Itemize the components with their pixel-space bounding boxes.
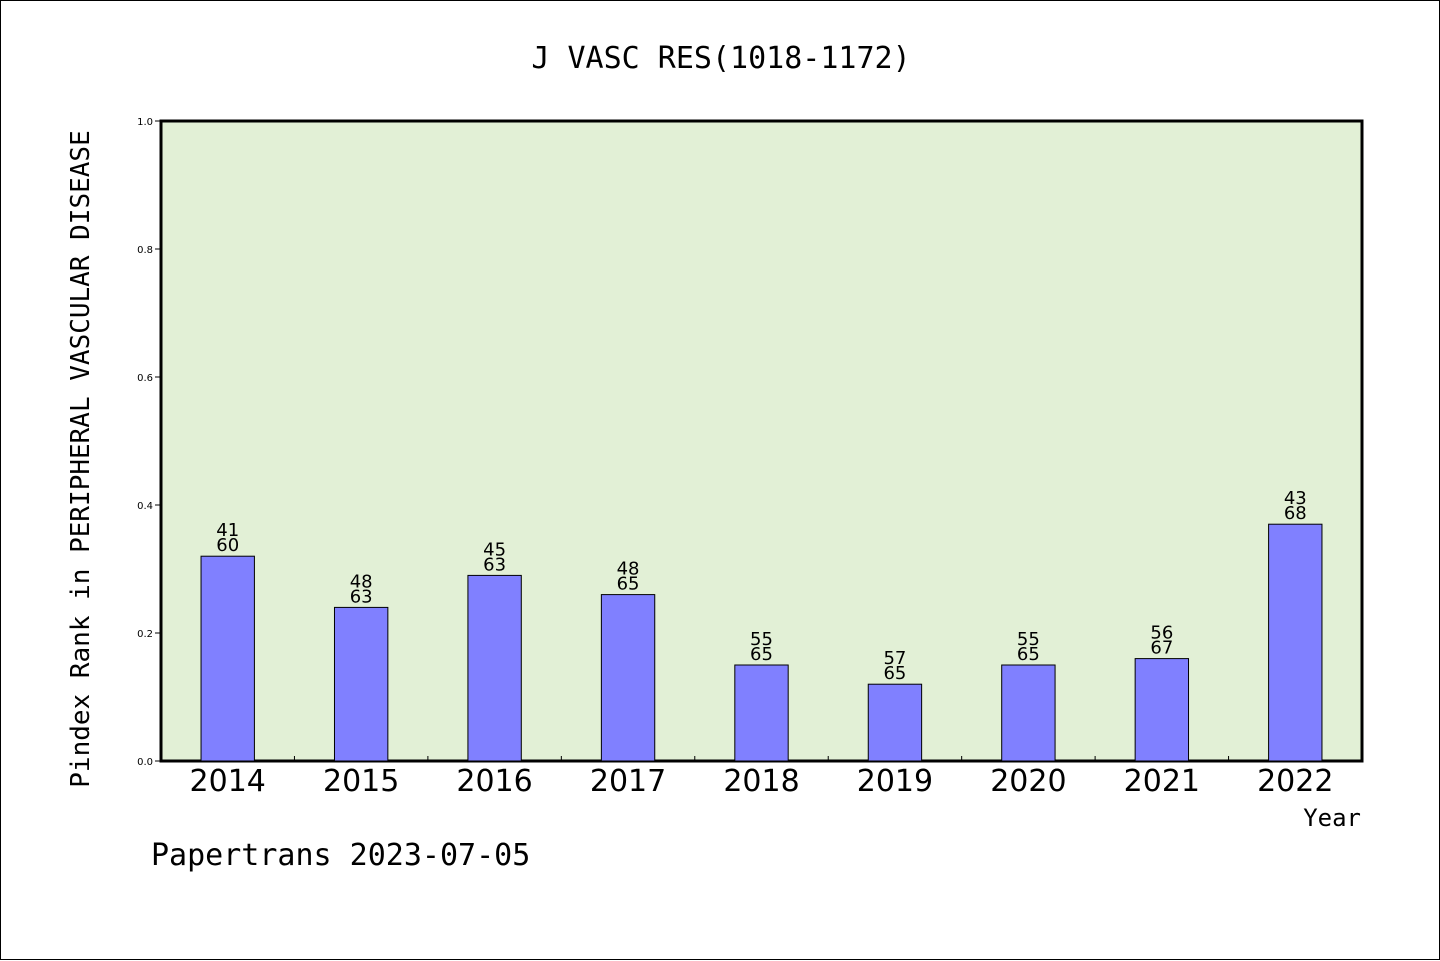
bar-2020 (1001, 664, 1056, 762)
y-axis-ticks: 0.0 0.2 0.4 0.6 0.8 1.0 (137, 117, 161, 768)
data-label-top: 55 (750, 629, 773, 650)
data-label-top: 43 (1284, 488, 1307, 509)
footer-text: Papertrans 2023-07-05 (151, 838, 530, 873)
data-label-bottom: 67 (1150, 638, 1173, 659)
data-label-bottom: 60 (216, 535, 239, 556)
data-label-bottom: 65 (1017, 644, 1040, 665)
data-label-top: 48 (617, 559, 640, 580)
data-label-bottom: 68 (1284, 503, 1307, 524)
chart-title: J VASC RES(1018-1172) (531, 41, 910, 76)
y-tick-label: 0.6 (137, 373, 153, 384)
bar-2019 (867, 683, 923, 762)
data-label-top: 55 (1017, 629, 1040, 650)
bar-2018 (734, 664, 789, 762)
bar-2014 (200, 555, 255, 762)
y-tick-label: 0.8 (137, 245, 153, 256)
x-tick-label: 2015 (323, 764, 399, 799)
x-axis-label: Year (1303, 804, 1361, 832)
y-axis-label: Pindex Rank in PERIPHERAL VASCULAR DISEA… (66, 130, 96, 787)
bars (200, 523, 1323, 762)
y-tick-label: 0.2 (137, 629, 153, 640)
x-tick-label: 2020 (990, 764, 1066, 799)
bar-2021 (1134, 658, 1190, 762)
x-axis-ticks: 2014 2015 2016 2017 2018 2019 2020 2021 2022 (190, 756, 1333, 799)
y-tick-label: 0.4 (137, 501, 153, 512)
data-label-bottom: 65 (883, 663, 906, 684)
x-tick-label: 2019 (857, 764, 933, 799)
data-label-bottom: 63 (483, 554, 506, 575)
data-label-top: 45 (483, 539, 506, 560)
data-label-bottom: 65 (750, 644, 773, 665)
data-label-bottom: 63 (350, 586, 373, 607)
data-label-bottom: 65 (617, 574, 640, 595)
x-tick-label: 2021 (1124, 764, 1200, 799)
bar-2016 (467, 574, 522, 762)
bar-2017 (600, 594, 656, 762)
data-label-top: 48 (350, 571, 373, 592)
x-tick-label: 2016 (456, 764, 532, 799)
x-tick-label: 2022 (1257, 764, 1333, 799)
bar-2015 (333, 606, 389, 762)
x-tick-label: 2018 (723, 764, 799, 799)
x-tick-label: 2017 (590, 764, 666, 799)
y-tick-label: 0.0 (137, 757, 153, 768)
x-tick-label: 2014 (190, 764, 266, 799)
data-label-top: 41 (216, 520, 239, 541)
data-label-top: 57 (883, 648, 906, 669)
y-tick-label: 1.0 (137, 117, 153, 128)
bar-2022 (1268, 523, 1323, 762)
data-label-top: 56 (1150, 623, 1173, 644)
